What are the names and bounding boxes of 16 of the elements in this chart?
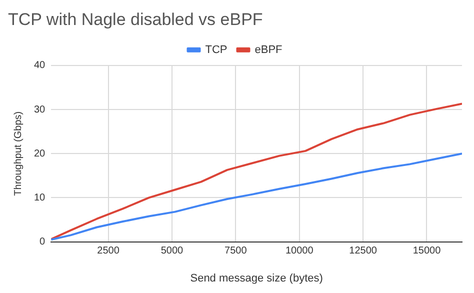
y-tick-label: 0 — [40, 236, 46, 248]
legend-label: TCP — [205, 44, 228, 56]
x-tick-label: 10000 — [285, 246, 314, 257]
x-tick-label: 12500 — [349, 246, 378, 257]
x-tick-label: 5000 — [160, 246, 184, 257]
y-axis-title: Throughput (Gbps) — [12, 111, 24, 196]
y-tick-label: 10 — [34, 192, 46, 204]
x-axis-title: Send message size (bytes) — [190, 272, 323, 284]
x-tick-label: 2500 — [97, 246, 120, 257]
y-tick-label: 40 — [34, 60, 46, 72]
legend-label: eBPF — [254, 44, 283, 56]
x-tick-label: 15000 — [412, 246, 442, 257]
chart-title: TCP with Nagle disabled vs eBPF — [8, 10, 263, 29]
y-tick-label: 20 — [34, 148, 46, 160]
x-tick-label: 7500 — [224, 246, 248, 257]
y-tick-label: 30 — [34, 104, 46, 116]
